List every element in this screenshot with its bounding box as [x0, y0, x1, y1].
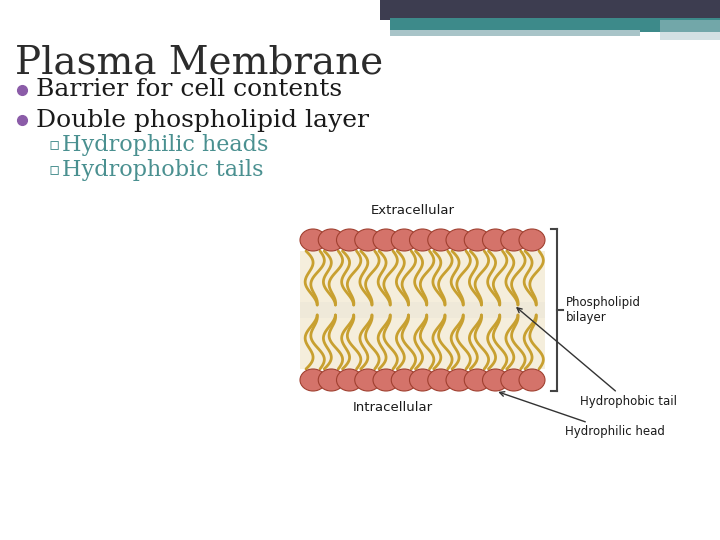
- Ellipse shape: [391, 369, 418, 391]
- Bar: [390, 18, 720, 32]
- Text: Hydrophobic tail: Hydrophobic tail: [517, 308, 677, 408]
- Ellipse shape: [391, 229, 418, 251]
- Text: Extracellular: Extracellular: [371, 204, 454, 217]
- Text: Barrier for cell contents: Barrier for cell contents: [36, 78, 342, 102]
- Ellipse shape: [300, 229, 326, 251]
- Ellipse shape: [355, 369, 381, 391]
- Ellipse shape: [446, 229, 472, 251]
- Text: ▫: ▫: [48, 161, 59, 179]
- Ellipse shape: [500, 229, 527, 251]
- Ellipse shape: [446, 369, 472, 391]
- Text: Hydrophilic head: Hydrophilic head: [500, 392, 665, 438]
- Text: Double phospholipid layer: Double phospholipid layer: [36, 109, 369, 132]
- Ellipse shape: [482, 369, 508, 391]
- Ellipse shape: [519, 229, 545, 251]
- Ellipse shape: [464, 229, 490, 251]
- Ellipse shape: [410, 229, 436, 251]
- Text: Phospholipid
bilayer: Phospholipid bilayer: [566, 296, 641, 324]
- Ellipse shape: [355, 229, 381, 251]
- Ellipse shape: [373, 229, 399, 251]
- Ellipse shape: [318, 369, 344, 391]
- Ellipse shape: [373, 369, 399, 391]
- Ellipse shape: [428, 229, 454, 251]
- Ellipse shape: [464, 369, 490, 391]
- Text: Hydrophilic heads: Hydrophilic heads: [62, 134, 269, 156]
- Ellipse shape: [336, 369, 362, 391]
- Ellipse shape: [318, 229, 344, 251]
- Text: Plasma Membrane: Plasma Membrane: [15, 45, 383, 82]
- Ellipse shape: [300, 369, 326, 391]
- Text: Hydrophobic tails: Hydrophobic tails: [62, 159, 264, 181]
- Text: ▫: ▫: [48, 136, 59, 154]
- Ellipse shape: [500, 369, 527, 391]
- Ellipse shape: [519, 369, 545, 391]
- Ellipse shape: [428, 369, 454, 391]
- Bar: [300, 302, 545, 318]
- Text: Intracellular: Intracellular: [352, 401, 433, 414]
- Bar: [660, 20, 720, 40]
- Ellipse shape: [482, 229, 508, 251]
- Ellipse shape: [410, 369, 436, 391]
- Bar: [380, 0, 720, 20]
- Ellipse shape: [336, 229, 362, 251]
- Bar: [390, 30, 640, 36]
- Bar: [300, 251, 545, 369]
